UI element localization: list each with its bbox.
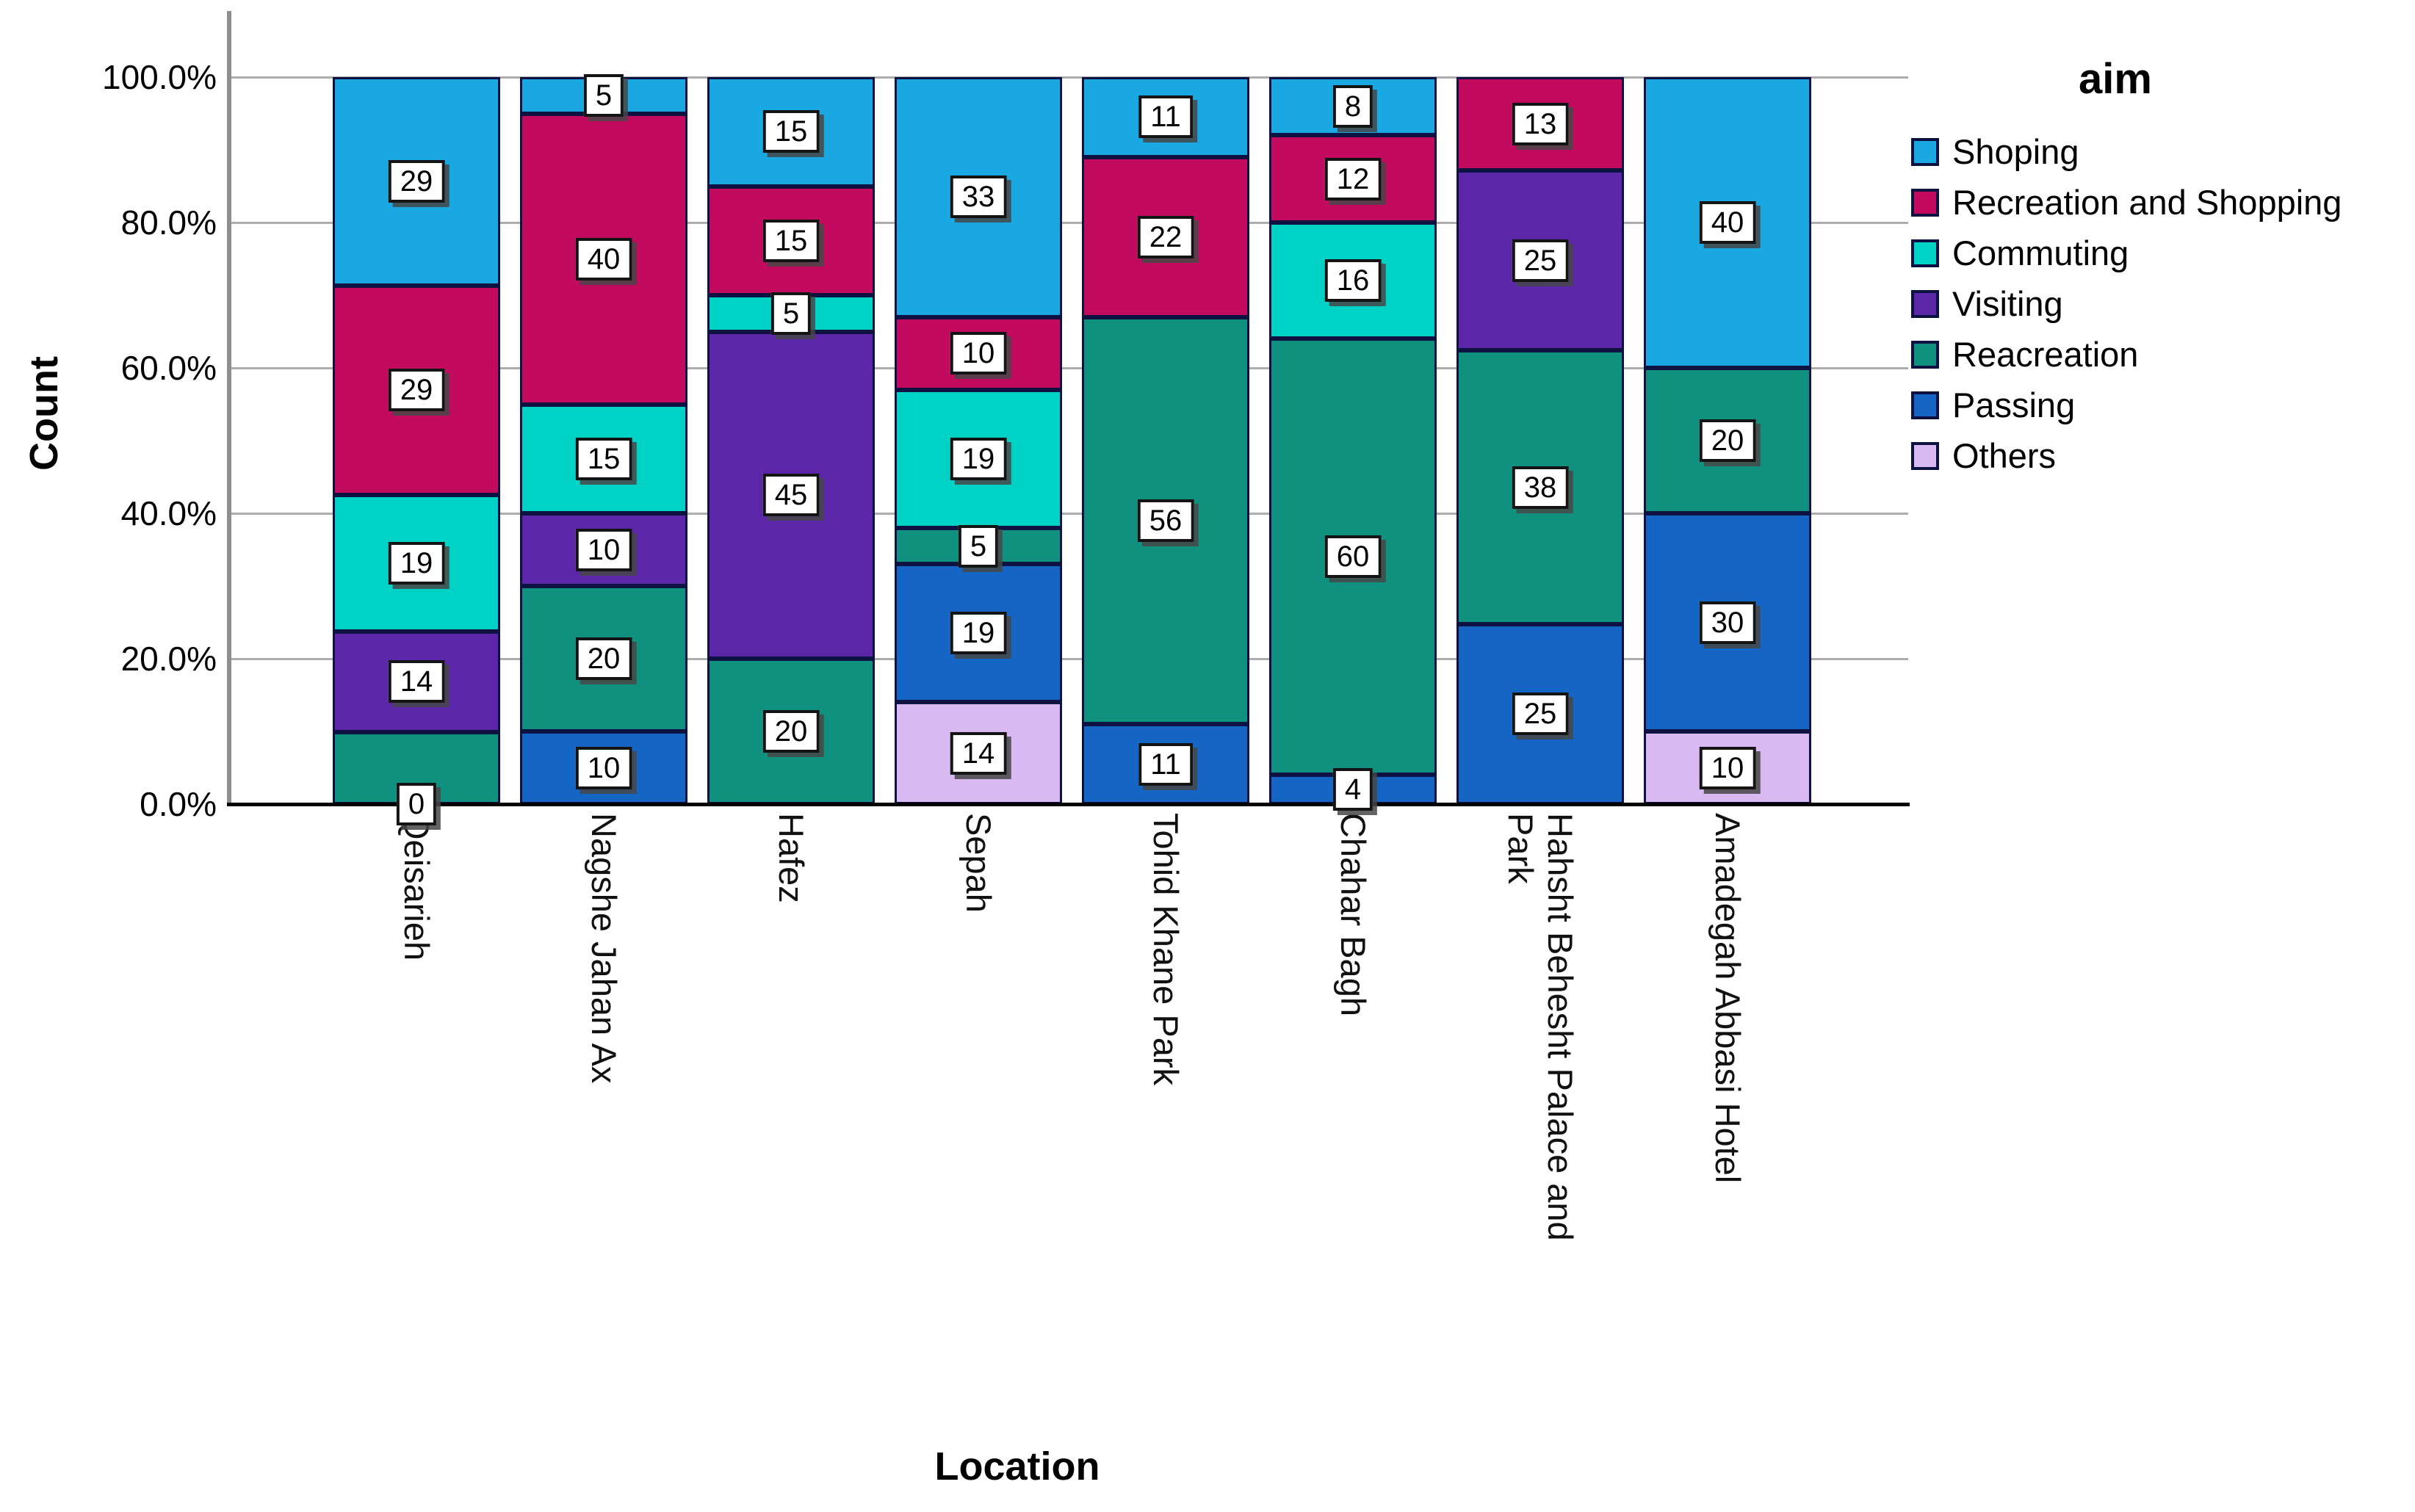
y-axis-title: Count xyxy=(22,356,66,471)
legend-label-passing: Passing xyxy=(1952,385,2076,424)
segment-commuting xyxy=(1269,223,1437,339)
y-tick-label-40: 40.0% xyxy=(120,494,217,532)
value-label-chahar-bagh-recreation-and-shopping: 12 xyxy=(1324,157,1382,200)
value-label-sepah-recreation-and-shopping: 10 xyxy=(950,332,1007,375)
legend-item-shoping: Shoping xyxy=(1910,126,2394,177)
value-label-qeisarieh-commuting: 19 xyxy=(388,541,445,585)
value-label-amadegah-abbasi-hotel-passing: 30 xyxy=(1699,601,1756,644)
value-label-tohid-khane-park-reacreation: 56 xyxy=(1137,499,1194,542)
value-label-qeisarieh-visiting: 14 xyxy=(388,660,445,703)
x-tick-label-nagshe-jahan-ax: Nagshe Jahan Ax xyxy=(585,813,624,1084)
value-label-qeisarieh-passing: 0 xyxy=(396,783,437,825)
x-tick-label-sepah: Sepah xyxy=(959,813,998,913)
legend-swatch-recreation-and-shopping xyxy=(1911,188,1939,217)
y-axis-line xyxy=(227,11,231,806)
value-label-hafez-shoping: 15 xyxy=(762,110,820,153)
value-label-chahar-bagh-passing: 4 xyxy=(1332,768,1373,811)
y-tick-label-100: 100.0% xyxy=(101,58,217,96)
gridline-20 xyxy=(231,657,1908,660)
x-tick-label-hafez: Hafez xyxy=(772,813,811,903)
bar-hafez xyxy=(707,77,875,804)
value-label-amadegah-abbasi-hotel-shoping: 40 xyxy=(1699,201,1756,244)
value-label-hahsht-behesht-palace-and-park-recreation-and-shopping: 13 xyxy=(1512,102,1569,145)
x-axis-title: Location xyxy=(934,1444,1100,1489)
value-label-sepah-commuting: 19 xyxy=(950,437,1007,480)
y-tick-label-60: 60.0% xyxy=(120,349,217,387)
legend-item-commuting: Commuting xyxy=(1910,228,2394,278)
legend-swatch-reacreation xyxy=(1911,340,1939,369)
legend-label-shoping: Shoping xyxy=(1952,131,2079,171)
value-label-nagshe-jahan-ax-passing: 10 xyxy=(575,746,632,789)
value-label-nagshe-jahan-ax-shoping: 5 xyxy=(583,73,624,117)
value-label-sepah-shoping: 33 xyxy=(950,176,1007,219)
gridline-100 xyxy=(231,76,1908,79)
value-label-amadegah-abbasi-hotel-reacreation: 20 xyxy=(1699,419,1756,462)
legend-item-others: Others xyxy=(1910,430,2394,481)
value-label-chahar-bagh-reacreation: 60 xyxy=(1324,535,1382,579)
gridline-40 xyxy=(231,512,1908,515)
value-label-hafez-commuting: 5 xyxy=(770,292,812,335)
value-label-chahar-bagh-shoping: 8 xyxy=(1332,84,1373,128)
legend-item-passing: Passing xyxy=(1910,380,2394,430)
value-label-tohid-khane-park-shoping: 11 xyxy=(1138,95,1193,139)
value-label-hahsht-behesht-palace-and-park-visiting: 25 xyxy=(1512,239,1569,282)
x-axis-line xyxy=(227,803,1910,806)
y-tick-label-80: 80.0% xyxy=(120,203,217,242)
value-label-hafez-recreation-and-shopping: 15 xyxy=(762,219,820,262)
legend-item-recreation-and-shopping: Recreation and Shopping xyxy=(1910,177,2394,228)
value-label-tohid-khane-park-passing: 11 xyxy=(1138,742,1193,786)
value-label-amadegah-abbasi-hotel-others: 10 xyxy=(1699,746,1756,789)
legend-title: aim xyxy=(2079,55,2152,103)
legend-swatch-others xyxy=(1911,441,1939,470)
value-label-nagshe-jahan-ax-visiting: 10 xyxy=(575,528,632,571)
value-label-sepah-passing: 19 xyxy=(950,612,1007,655)
legend-swatch-shoping xyxy=(1911,137,1939,166)
gridline-60 xyxy=(231,366,1908,369)
legend-swatch-visiting xyxy=(1911,289,1939,318)
value-label-hafez-reacreation: 20 xyxy=(762,710,820,753)
legend-item-visiting: Visiting xyxy=(1910,278,2394,329)
value-label-qeisarieh-shoping: 29 xyxy=(388,160,445,203)
x-tick-label-chahar-bagh: Chahar Bagh xyxy=(1334,813,1373,1016)
legend-label-visiting: Visiting xyxy=(1952,283,2063,323)
x-tick-label-tohid-khane-park: Tohid Khane Park xyxy=(1147,813,1185,1086)
value-label-nagshe-jahan-ax-recreation-and-shopping: 40 xyxy=(575,237,632,281)
value-label-chahar-bagh-commuting: 16 xyxy=(1324,259,1382,303)
bar-sepah xyxy=(895,77,1062,804)
legend-swatch-commuting xyxy=(1911,239,1939,267)
y-tick-label-20: 20.0% xyxy=(120,640,217,678)
legend-label-recreation-and-shopping: Recreation and Shopping xyxy=(1952,182,2342,222)
x-tick-label-hahsht-behesht-palace-and-park: Hahsht Behesht Palace and Park xyxy=(1501,813,1580,1241)
legend-swatch-passing xyxy=(1911,391,1939,419)
legend-label-others: Others xyxy=(1952,435,2057,475)
value-label-hahsht-behesht-palace-and-park-reacreation: 38 xyxy=(1512,466,1569,509)
gridline-80 xyxy=(231,221,1908,224)
value-label-hahsht-behesht-palace-and-park-passing: 25 xyxy=(1512,692,1569,736)
value-label-qeisarieh-recreation-and-shopping: 29 xyxy=(388,369,445,412)
value-label-nagshe-jahan-ax-commuting: 15 xyxy=(575,437,632,480)
value-label-hafez-visiting: 45 xyxy=(762,474,820,517)
legend-item-reacreation: Reacreation xyxy=(1910,329,2394,380)
value-label-nagshe-jahan-ax-reacreation: 20 xyxy=(575,637,632,680)
x-tick-label-qeisarieh: Qeisarieh xyxy=(397,813,436,961)
value-label-sepah-reacreation: 5 xyxy=(958,524,999,568)
legend-label-commuting: Commuting xyxy=(1952,233,2129,272)
value-label-tohid-khane-park-recreation-and-shopping: 22 xyxy=(1137,215,1194,258)
x-tick-label-amadegah-abbasi-hotel: Amadegah Abbasi Hotel xyxy=(1708,813,1747,1184)
bar-tohid-khane-park xyxy=(1082,77,1249,804)
value-label-sepah-others: 14 xyxy=(950,731,1007,775)
legend-label-reacreation: Reacreation xyxy=(1952,334,2139,374)
y-tick-label-0: 0.0% xyxy=(140,785,217,823)
